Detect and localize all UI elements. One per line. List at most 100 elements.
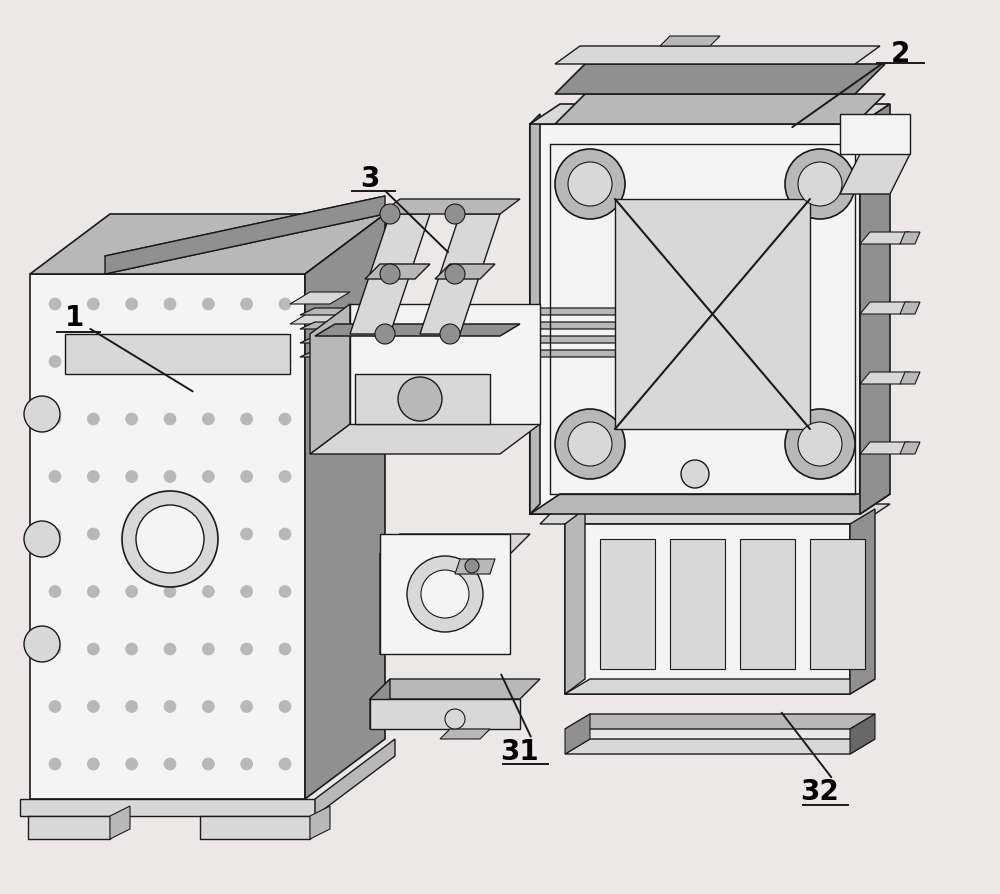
Polygon shape [355, 375, 490, 425]
Circle shape [49, 471, 61, 483]
Polygon shape [350, 274, 410, 334]
Polygon shape [380, 199, 520, 215]
Circle shape [87, 586, 99, 598]
Circle shape [49, 528, 61, 540]
Polygon shape [310, 425, 540, 454]
Polygon shape [860, 303, 910, 315]
Circle shape [445, 265, 465, 284]
Circle shape [164, 701, 176, 713]
Circle shape [798, 423, 842, 467]
Polygon shape [455, 560, 495, 574]
Polygon shape [420, 274, 480, 334]
Polygon shape [615, 199, 810, 429]
Circle shape [164, 528, 176, 540]
Polygon shape [555, 95, 885, 125]
Polygon shape [370, 699, 520, 730]
Circle shape [241, 299, 253, 310]
Circle shape [568, 423, 612, 467]
Circle shape [445, 709, 465, 730]
Polygon shape [300, 308, 655, 316]
Circle shape [164, 471, 176, 483]
Polygon shape [310, 305, 350, 454]
Circle shape [49, 356, 61, 368]
Polygon shape [380, 535, 530, 554]
Circle shape [785, 409, 855, 479]
Polygon shape [28, 816, 110, 839]
Circle shape [24, 521, 60, 557]
Polygon shape [440, 730, 490, 739]
Circle shape [87, 356, 99, 368]
Polygon shape [300, 337, 655, 343]
Circle shape [279, 701, 291, 713]
Circle shape [49, 414, 61, 426]
Text: 32: 32 [801, 777, 839, 805]
Text: 2: 2 [890, 39, 910, 68]
Polygon shape [565, 714, 875, 730]
Circle shape [445, 205, 465, 224]
Polygon shape [530, 114, 540, 514]
Circle shape [136, 505, 204, 573]
Circle shape [241, 586, 253, 598]
Circle shape [164, 356, 176, 368]
Circle shape [279, 299, 291, 310]
Circle shape [380, 265, 400, 284]
Circle shape [126, 644, 138, 655]
Polygon shape [370, 215, 430, 274]
Text: 3: 3 [360, 164, 380, 193]
Polygon shape [530, 494, 890, 514]
Circle shape [164, 586, 176, 598]
Polygon shape [670, 539, 725, 670]
Circle shape [202, 528, 214, 540]
Circle shape [24, 627, 60, 662]
Circle shape [279, 414, 291, 426]
Circle shape [465, 560, 479, 573]
Circle shape [785, 150, 855, 220]
Circle shape [375, 325, 395, 344]
Circle shape [202, 758, 214, 770]
Circle shape [279, 758, 291, 770]
Polygon shape [840, 155, 910, 195]
Polygon shape [65, 334, 290, 375]
Polygon shape [290, 313, 350, 325]
Circle shape [568, 163, 612, 207]
Polygon shape [540, 504, 890, 525]
Circle shape [241, 471, 253, 483]
Polygon shape [435, 265, 495, 280]
Circle shape [421, 570, 469, 619]
Circle shape [241, 356, 253, 368]
Circle shape [555, 150, 625, 220]
Circle shape [380, 205, 400, 224]
Circle shape [126, 758, 138, 770]
Circle shape [202, 701, 214, 713]
Polygon shape [840, 114, 910, 155]
Circle shape [49, 299, 61, 310]
Circle shape [126, 586, 138, 598]
Polygon shape [20, 799, 315, 816]
Polygon shape [105, 197, 385, 274]
Circle shape [241, 528, 253, 540]
Circle shape [241, 644, 253, 655]
Polygon shape [380, 535, 400, 654]
Circle shape [87, 299, 99, 310]
Polygon shape [565, 525, 850, 695]
Polygon shape [810, 539, 865, 670]
Circle shape [202, 299, 214, 310]
Circle shape [279, 528, 291, 540]
Circle shape [87, 644, 99, 655]
Circle shape [279, 356, 291, 368]
Circle shape [49, 701, 61, 713]
Circle shape [164, 644, 176, 655]
Polygon shape [600, 539, 655, 670]
Circle shape [87, 758, 99, 770]
Circle shape [87, 528, 99, 540]
Circle shape [555, 409, 625, 479]
Polygon shape [860, 232, 910, 245]
Polygon shape [305, 215, 385, 799]
Circle shape [202, 586, 214, 598]
Polygon shape [740, 539, 795, 670]
Circle shape [202, 471, 214, 483]
Text: 31: 31 [501, 737, 539, 765]
Polygon shape [850, 510, 875, 695]
Circle shape [164, 414, 176, 426]
Circle shape [87, 471, 99, 483]
